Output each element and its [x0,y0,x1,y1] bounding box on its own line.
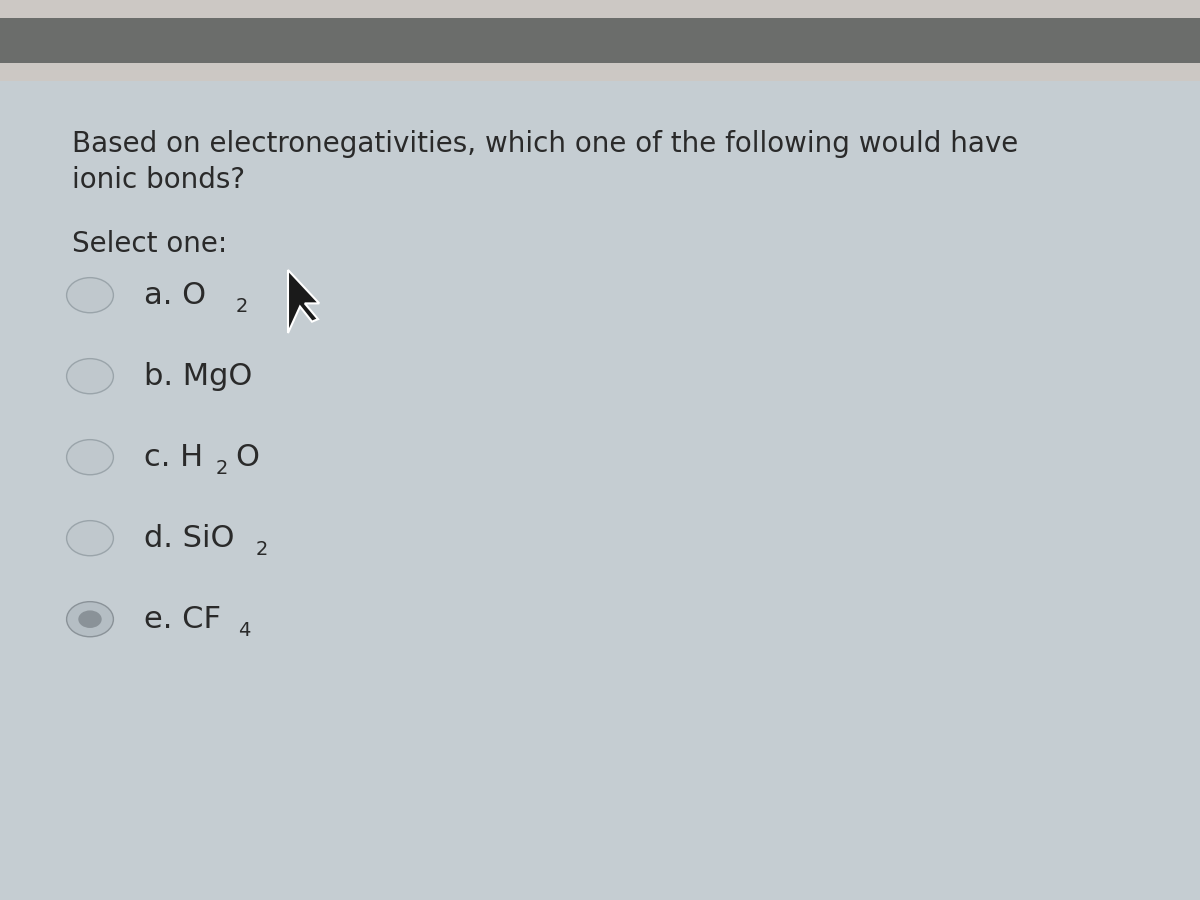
Text: Based on electronegativities, which one of the following would have: Based on electronegativities, which one … [72,130,1019,158]
Circle shape [67,439,114,475]
Text: a. O: a. O [144,281,206,310]
Text: ionic bonds?: ionic bonds? [72,166,245,194]
Text: 4: 4 [238,621,250,641]
Text: e. CF: e. CF [144,605,221,634]
Text: 2: 2 [235,297,247,317]
Text: b. MgO: b. MgO [144,362,252,391]
Text: O: O [235,443,259,472]
Circle shape [78,610,102,628]
FancyBboxPatch shape [0,81,1200,900]
FancyBboxPatch shape [0,18,1200,63]
Text: 2: 2 [256,540,268,560]
Text: 2: 2 [216,459,228,479]
Circle shape [67,520,114,555]
Text: d. SiO: d. SiO [144,524,234,553]
Circle shape [67,277,114,312]
Circle shape [67,359,114,394]
Text: Select one:: Select one: [72,230,227,257]
Text: c. H: c. H [144,443,203,472]
Circle shape [67,601,114,637]
Polygon shape [288,270,319,333]
